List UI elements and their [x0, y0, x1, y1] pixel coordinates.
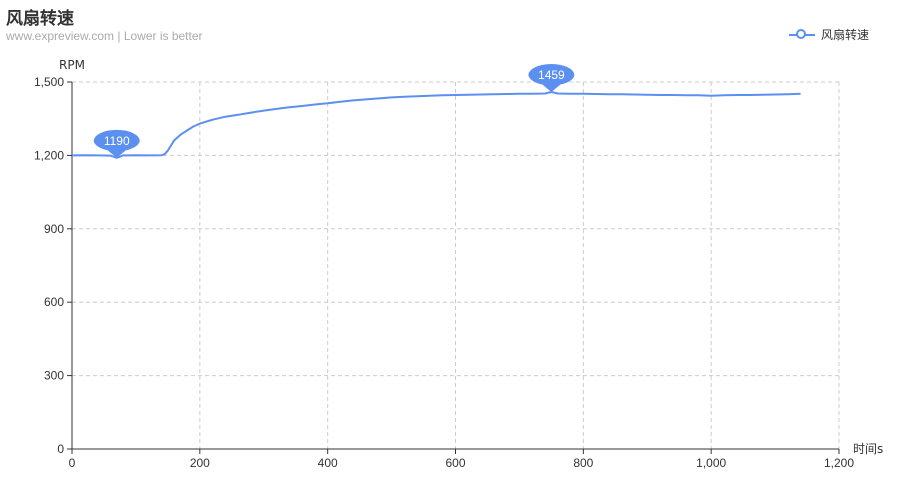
x-tick-label: 200	[190, 456, 210, 470]
x-tick-label: 400	[318, 456, 338, 470]
x-tick-label: 1,000	[696, 456, 726, 470]
value-pin	[528, 64, 575, 93]
x-tick-label: 1,200	[824, 456, 854, 470]
x-tick-label: 0	[69, 456, 76, 470]
x-tick-label: 600	[445, 456, 465, 470]
x-tick-label: 800	[573, 456, 593, 470]
value-pin-label: 1459	[538, 68, 565, 82]
value-pin-label: 1190	[104, 134, 130, 148]
y-tick-label: 600	[44, 295, 64, 309]
legend-label: 风扇转速	[820, 28, 869, 42]
y-tick-label: 1,500	[34, 75, 64, 89]
legend[interactable]: 风扇转速	[788, 26, 869, 43]
y-tick-label: 1,200	[34, 148, 64, 162]
x-axis-title: 时间s	[853, 442, 883, 456]
chart-subtitle: www.expreview.com | Lower is better	[6, 29, 203, 43]
y-tick-label: 900	[44, 222, 64, 236]
legend-line-circle-icon	[788, 28, 815, 42]
y-tick-label: 300	[44, 369, 64, 383]
y-axis-title: RPM	[59, 58, 85, 72]
y-tick-label: 0	[57, 442, 64, 456]
chart-title: 风扇转速	[6, 9, 74, 29]
series-line	[71, 91, 801, 159]
value-pin	[93, 129, 140, 158]
